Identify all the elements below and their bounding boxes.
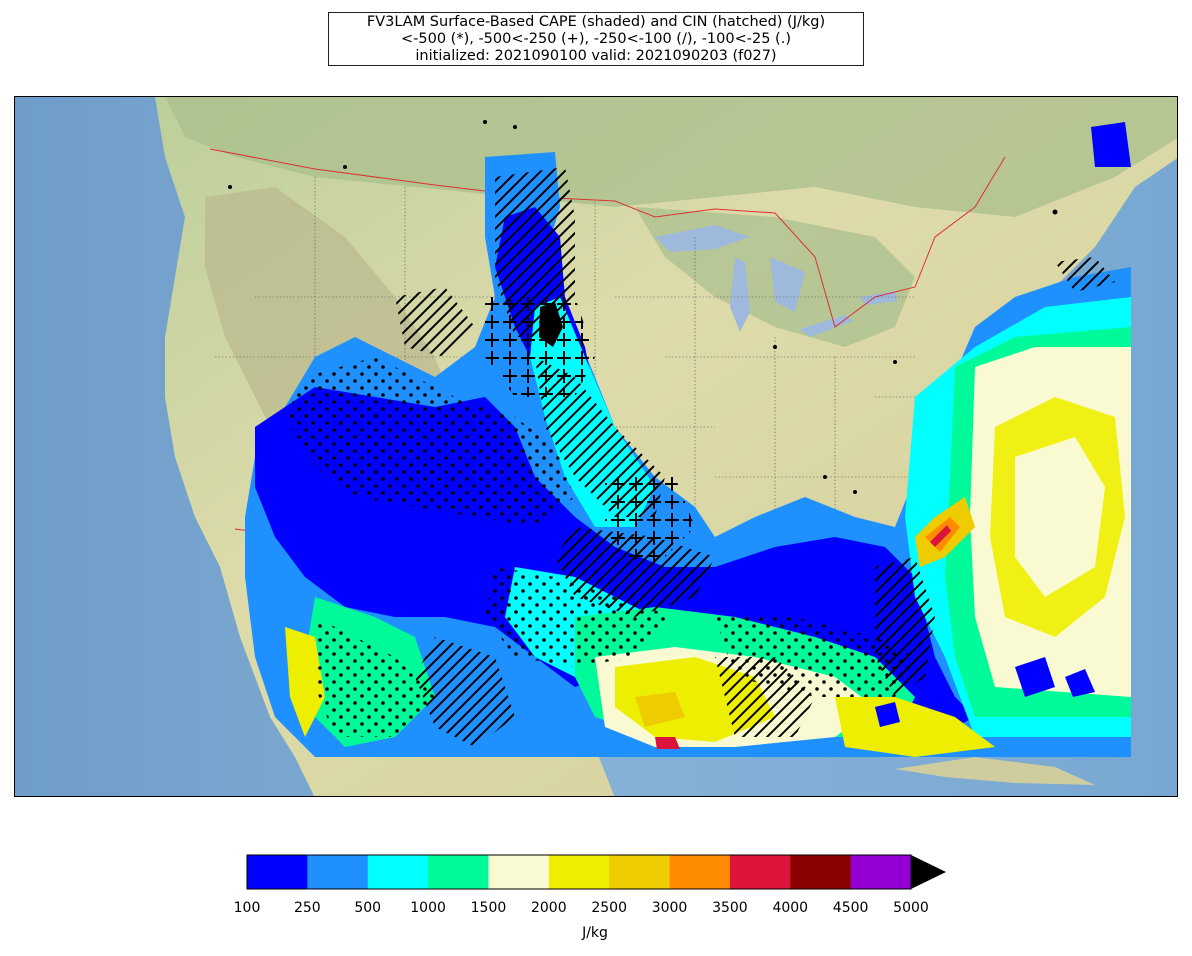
- colorbar-tick-label: 1000: [410, 900, 446, 916]
- colorbar-tick-label: 100: [233, 900, 261, 916]
- colorbar-tick-label: 4500: [832, 900, 869, 916]
- colorbar-label: J/kg: [582, 925, 608, 941]
- colorbar-swatch: [729, 855, 791, 889]
- forest-north: [165, 97, 1177, 217]
- colorbar-swatch: [850, 855, 912, 889]
- cin-dots: [228, 120, 1058, 494]
- map-panel: [14, 96, 1178, 797]
- lake-erie: [800, 315, 853, 337]
- colorbar-swatch: [548, 855, 610, 889]
- colorbar-tick-label: 500: [354, 900, 382, 916]
- lake-michigan: [730, 257, 750, 332]
- colorbar-swatch: [428, 855, 489, 889]
- lake-huron: [770, 257, 805, 312]
- colorbar-swatch: [790, 855, 852, 889]
- colorbar-swatch: [247, 855, 308, 889]
- colorbar-tick-label: 2000: [530, 900, 567, 916]
- cin-hatching: [285, 167, 1115, 747]
- colorbar-outline: [246, 854, 912, 890]
- colorbar-tick-label: 4000: [772, 900, 809, 916]
- colorbar-tick-label: 5000: [893, 900, 929, 916]
- colorbar-swatch: [307, 855, 369, 889]
- title-line-3: initialized: 2021090100 valid: 202109020…: [415, 48, 777, 64]
- title-line-1: FV3LAM Surface-Based CAPE (shaded) and C…: [366, 14, 826, 30]
- map-canvas: [15, 97, 1177, 796]
- title-line-2: <-500 (*), -500<-250 (+), -250<-100 (/),…: [401, 31, 791, 47]
- cuba: [895, 757, 1095, 785]
- us-canada-border: [209, 148, 1006, 328]
- colorbar-tick-label: 2500: [591, 900, 627, 916]
- colorbar-swatch: [669, 855, 731, 889]
- colorbar-tick-label: 3500: [712, 900, 748, 916]
- colorbar-swatch: [488, 855, 550, 889]
- colorbar-tick-label: 1500: [470, 900, 507, 916]
- colorbar-swatch: [609, 855, 671, 889]
- colorbar-swatch: [367, 855, 429, 889]
- colorbar-tick-label: 3000: [651, 900, 688, 916]
- lake-superior: [655, 225, 750, 252]
- colorbar-tick-label: 250: [293, 900, 321, 916]
- colorbar-extend-arrow: [911, 855, 946, 889]
- plot-title: FV3LAM Surface-Based CAPE (shaded) and C…: [328, 12, 864, 66]
